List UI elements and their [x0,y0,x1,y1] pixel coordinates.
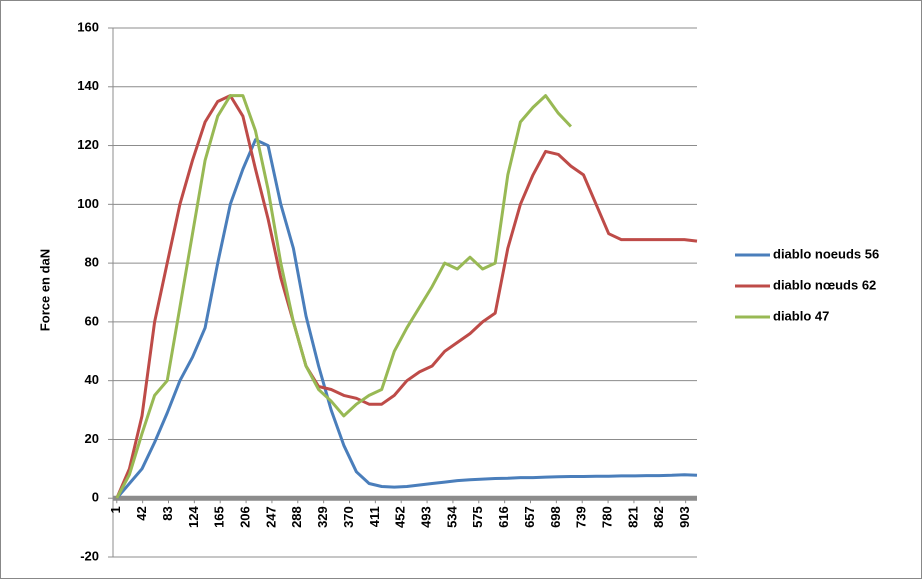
x-tick-label: 452 [393,506,408,528]
x-tick-label: 1 [108,506,123,513]
x-tick-label: 411 [367,506,382,527]
x-tick-label: 288 [289,506,304,528]
y-tick-label: 140 [77,78,99,93]
x-tick-label: 657 [522,506,537,528]
x-tick-label: 903 [677,506,692,528]
y-tick-label: 0 [92,490,99,505]
x-tick-label: 862 [651,506,666,528]
x-tick-label: 739 [574,506,589,528]
series-line [115,94,572,499]
x-tick-label: 124 [186,505,201,527]
y-tick-label: 100 [77,196,99,211]
y-tick-label: 160 [77,19,99,34]
y-tick-label: 120 [77,137,99,152]
x-tick-label: 575 [470,506,485,528]
x-tick-label: 247 [263,506,278,528]
y-tick-label: 60 [85,313,99,328]
x-tick-label: 493 [419,506,434,528]
x-tick-label: 206 [238,506,253,528]
legend-label: diablo 47 [773,308,829,323]
series-line [115,94,698,499]
y-tick-label: 80 [85,255,99,270]
y-axis-label: Force en daN [37,249,52,331]
y-tick-label: 40 [85,372,99,387]
y-tick-label: 20 [85,431,99,446]
x-tick-label: 698 [548,506,563,528]
x-tick-label: 780 [600,506,615,528]
series-line [115,138,698,500]
x-tick-label: 42 [134,506,149,520]
x-tick-label: 370 [341,506,356,528]
x-tick-label: 83 [160,506,175,520]
x-tick-label: 821 [625,506,640,528]
legend-label: diablo noeuds 56 [773,246,879,261]
y-tick-label: -20 [80,548,99,563]
x-tick-label: 616 [496,506,511,528]
legend-label: diablo nœuds 62 [773,277,876,292]
x-tick-label: 329 [315,506,330,528]
x-tick-label: 165 [212,506,227,528]
x-tick-label: 534 [444,505,459,527]
